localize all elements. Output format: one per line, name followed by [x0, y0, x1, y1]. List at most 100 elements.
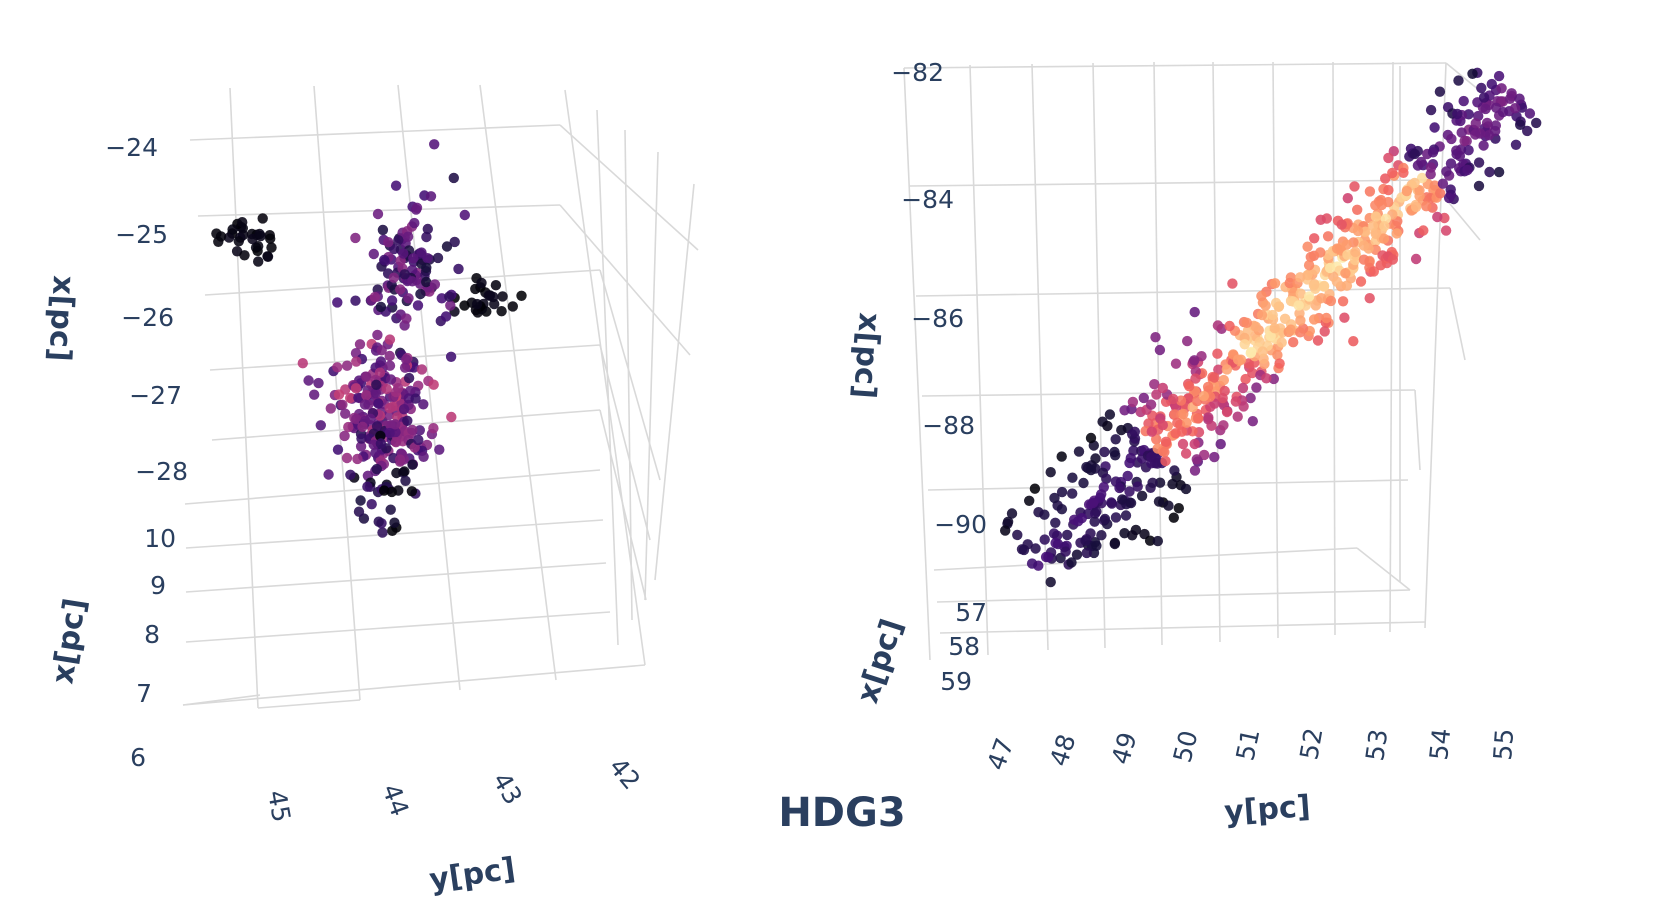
- right-point-405: [1257, 346, 1268, 357]
- left-point-301: [343, 421, 354, 433]
- right-point-376: [1269, 278, 1281, 289]
- right-point-89: [1124, 486, 1135, 497]
- right-point-282: [1184, 381, 1195, 392]
- left-point-255: [384, 350, 395, 362]
- right-point-122: [1045, 576, 1056, 588]
- left-point-125: [403, 293, 414, 304]
- left-point-339: [351, 413, 362, 425]
- right-point-116: [1152, 535, 1164, 547]
- left-point-422: [345, 469, 356, 480]
- left-point-266: [401, 354, 412, 365]
- right-point-430: [1316, 293, 1327, 304]
- left-point-190: [339, 430, 350, 442]
- left-point-173: [395, 284, 406, 295]
- right-htick-5: 52: [1294, 726, 1328, 762]
- left-point-415: [362, 481, 373, 492]
- right-point-255: [1170, 358, 1182, 369]
- right-point-19: [1099, 446, 1110, 458]
- left-vtick-4: −28: [135, 457, 188, 486]
- left-point-172: [421, 262, 432, 273]
- right-point-507: [1387, 167, 1398, 179]
- right-vtick-0: −82: [891, 58, 944, 87]
- right-point-82: [1102, 420, 1113, 432]
- left-point-159: [429, 279, 441, 290]
- left-point-40: [227, 224, 238, 235]
- right-point-570: [1398, 167, 1409, 178]
- left-gridline-24: [182, 694, 261, 706]
- right-point-401: [1260, 300, 1271, 311]
- right-point-554: [1358, 240, 1370, 251]
- left-point-426: [391, 467, 402, 479]
- left-dtick-3: 7: [136, 679, 152, 708]
- right-point-52: [1125, 452, 1137, 464]
- right-point-128: [1056, 504, 1068, 515]
- left-point-164: [369, 291, 381, 303]
- right-point-70: [1144, 535, 1156, 546]
- right-point-434: [1245, 347, 1257, 359]
- right-htick-1: 48: [1044, 731, 1081, 770]
- right-point-173: [1189, 306, 1200, 318]
- right-point-276: [1202, 381, 1214, 393]
- right-point-642: [1446, 133, 1457, 145]
- right-point-18: [1067, 472, 1078, 483]
- right-gridline-19: [933, 547, 1358, 571]
- left-point-425: [366, 499, 377, 510]
- right-point-455: [1267, 309, 1278, 321]
- right-point-197: [1247, 416, 1259, 427]
- right-point-272: [1168, 393, 1179, 405]
- left-point-413: [373, 516, 384, 527]
- left-point-174: [449, 236, 460, 248]
- left-point-20: [516, 290, 527, 301]
- right-point-404: [1348, 336, 1359, 347]
- right-point-444: [1364, 293, 1375, 304]
- right-point-563: [1341, 239, 1352, 250]
- right-point-94: [1099, 513, 1111, 525]
- left-dtick-4: 6: [130, 743, 146, 772]
- left-point-346: [370, 447, 381, 458]
- right-point-124: [1101, 473, 1112, 484]
- right-htick-2: 49: [1106, 729, 1143, 768]
- right-point-130: [1039, 534, 1050, 545]
- right-point-133: [1050, 517, 1061, 528]
- left-point-53: [257, 213, 268, 224]
- right-point-653: [1425, 104, 1437, 116]
- left-point-181: [309, 389, 320, 400]
- right-point-433: [1250, 321, 1262, 332]
- right-point-661: [1506, 88, 1517, 99]
- left-point-145: [393, 235, 404, 246]
- right-point-229: [1251, 382, 1262, 393]
- right-point-296: [1172, 417, 1183, 428]
- right-point-684: [1463, 145, 1474, 156]
- left-point-275: [337, 399, 348, 410]
- left-point-97: [445, 351, 457, 362]
- right-point-586: [1370, 211, 1382, 222]
- right-point-324: [1288, 337, 1299, 348]
- right-point-452: [1239, 339, 1250, 350]
- right-point-159: [1085, 432, 1097, 444]
- right-point-41: [1110, 512, 1122, 523]
- left-point-35: [223, 232, 235, 243]
- right-point-92: [1109, 538, 1121, 550]
- right-point-362: [1308, 314, 1320, 325]
- left-point-291: [332, 362, 343, 373]
- right-point-142: [1073, 446, 1085, 457]
- left-point-278: [361, 371, 372, 382]
- right-point-641: [1456, 127, 1467, 138]
- right-vtick-2: −86: [911, 304, 964, 333]
- left-depth-axis-label: x[pc]: [45, 596, 93, 686]
- right-point-610: [1473, 180, 1485, 192]
- left-point-54: [266, 242, 277, 253]
- right-point-679: [1476, 82, 1487, 94]
- left-point-170: [402, 231, 414, 242]
- left-gridline-16: [599, 269, 661, 481]
- left-point-269: [418, 399, 429, 410]
- right-point-295: [1261, 373, 1272, 384]
- right-point-639: [1478, 140, 1489, 151]
- right-point-267: [1218, 374, 1230, 386]
- right-point-156: [1169, 465, 1180, 476]
- right-point-50: [1006, 508, 1018, 519]
- right-gridline-1: [969, 64, 989, 656]
- right-point-419: [1272, 349, 1283, 361]
- left-point-386: [384, 427, 395, 439]
